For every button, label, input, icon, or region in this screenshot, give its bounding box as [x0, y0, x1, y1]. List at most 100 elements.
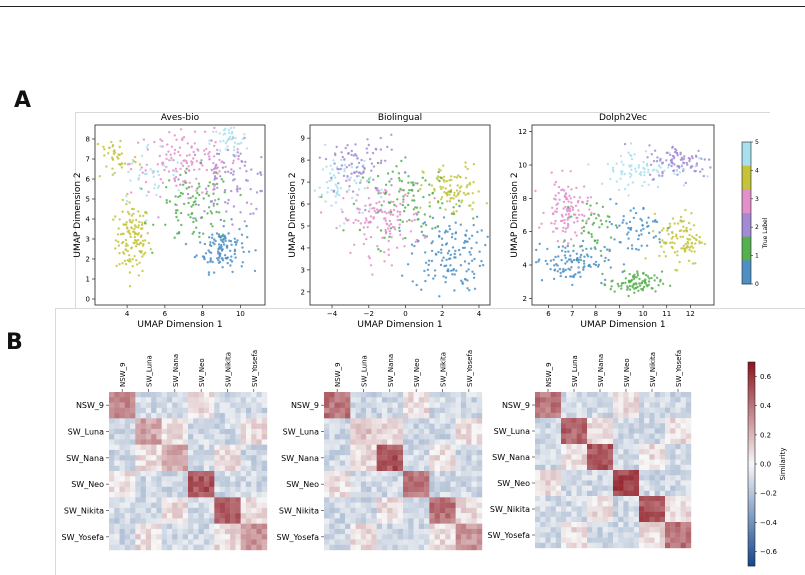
heatmap-cell: [618, 412, 624, 419]
heatmap-cell: [607, 490, 614, 497]
scatter-point-label-0: [564, 246, 567, 249]
scatter-point-label-0: [475, 215, 479, 218]
heatmap-cell: [124, 471, 131, 477]
heatmap-cell: [403, 476, 409, 482]
scatter-point-label-0: [667, 226, 670, 230]
scatter-point-label-1: [439, 206, 442, 210]
heatmap-cell: [587, 496, 593, 502]
scatter-point-label-5: [619, 177, 622, 180]
heatmap-cell: [177, 486, 183, 493]
heatmap-cell: [429, 513, 435, 519]
heatmap-cell: [450, 528, 456, 535]
scatter-point-label-2: [350, 172, 353, 175]
heatmap-cell: [381, 534, 388, 540]
heatmap-cell: [387, 507, 393, 514]
scatter-point-label-1: [215, 210, 218, 214]
heatmap-cell: [644, 511, 650, 517]
heatmap-cell: [434, 392, 441, 398]
scatter-point-label-1: [173, 236, 176, 239]
heatmap-cell: [540, 454, 546, 460]
heatmap-cell: [376, 544, 383, 551]
heatmap-cell: [119, 402, 125, 408]
scatter-point-label-0: [645, 221, 649, 224]
heatmap-cell: [355, 539, 362, 545]
heatmap-cell: [571, 506, 577, 512]
heatmap-cell: [644, 522, 650, 528]
heatmap-cell: [602, 402, 608, 408]
heatmap-cell: [550, 470, 556, 476]
heatmap-cell: [345, 428, 351, 435]
scatter-point-label-3: [369, 215, 373, 218]
heatmap-cell: [571, 496, 577, 502]
scatter-point-label-4: [658, 254, 661, 258]
scatter-point-label-2: [260, 156, 263, 159]
heatmap-cell: [261, 507, 268, 514]
scatter-point-label-0: [230, 255, 233, 258]
heatmap-cell: [408, 402, 414, 408]
heatmap-cell: [214, 507, 220, 514]
heatmap-cell: [156, 460, 162, 466]
heatmap-cell: [408, 418, 414, 424]
heatmap-cell: [654, 522, 660, 528]
heatmap-cell: [371, 402, 377, 408]
heatmap-cell: [540, 522, 546, 528]
scatter-point-label-1: [424, 179, 427, 182]
heatmap-cell: [675, 516, 681, 523]
heatmap-cell: [455, 476, 462, 482]
scatter-point-label-0: [449, 253, 452, 257]
scatter-point-label-5: [627, 183, 630, 186]
heatmap-cell: [339, 407, 346, 414]
heatmap-cell: [345, 397, 351, 403]
scatter-point-label-1: [191, 195, 195, 198]
scatter-point-label-5: [659, 166, 662, 169]
heatmap-cell: [418, 497, 425, 503]
scatter-point-label-1: [579, 258, 583, 262]
heatmap-cell: [685, 537, 692, 543]
heatmap-cell: [245, 418, 252, 424]
heatmap-cell: [392, 428, 398, 435]
scatter-point-label-2: [249, 188, 252, 191]
scatter-point-label-5: [337, 171, 340, 175]
scatter-point-label-1: [189, 196, 192, 200]
scatter-point-label-3: [193, 168, 196, 171]
heatmap-cell: [685, 459, 692, 465]
heatmap-cell: [476, 413, 483, 419]
heatmap-cell: [172, 434, 178, 440]
heatmap-cell: [240, 428, 247, 435]
scatter-point-label-0: [438, 295, 441, 298]
heatmap-cell: [329, 449, 335, 456]
heatmap-cell: [124, 534, 131, 540]
scatter-point-label-3: [224, 165, 227, 169]
heatmap-cell: [135, 476, 141, 482]
scatter-point-label-5: [153, 183, 157, 186]
heatmap-cell: [680, 527, 686, 533]
scatter-point-label-4: [143, 239, 147, 242]
heatmap-cell: [445, 418, 451, 424]
scatter-point-label-4: [688, 246, 692, 249]
scatter-point-label-0: [443, 264, 446, 268]
heatmap-cell: [460, 528, 467, 535]
scatter-point-label-2: [345, 166, 348, 169]
heatmap-cell: [628, 444, 634, 450]
heatmap-cell: [644, 506, 650, 512]
heatmap-cell: [644, 438, 650, 445]
colorbar-step: [748, 372, 755, 376]
heatmap-cell: [397, 471, 404, 477]
heatmap-cell: [445, 492, 451, 498]
heatmap-cell: [450, 481, 456, 487]
scatter-point-label-3: [387, 227, 390, 230]
heatmap-cell: [434, 518, 441, 524]
scatter-point-label-2: [675, 151, 679, 155]
heatmap-cell: [334, 492, 340, 498]
heatmap-cell: [685, 412, 692, 419]
scatter-point-label-4: [144, 211, 147, 214]
heatmap-cell: [209, 528, 215, 535]
scatter-point-label-0: [415, 283, 418, 287]
heatmap-cell: [235, 486, 241, 493]
x-tick-label: 8: [200, 310, 204, 318]
scatter-point-label-3: [387, 253, 390, 257]
x-tick-label: 2: [440, 310, 444, 318]
heatmap-cell: [460, 471, 467, 477]
colorbar-tick-label: 1: [755, 253, 759, 260]
